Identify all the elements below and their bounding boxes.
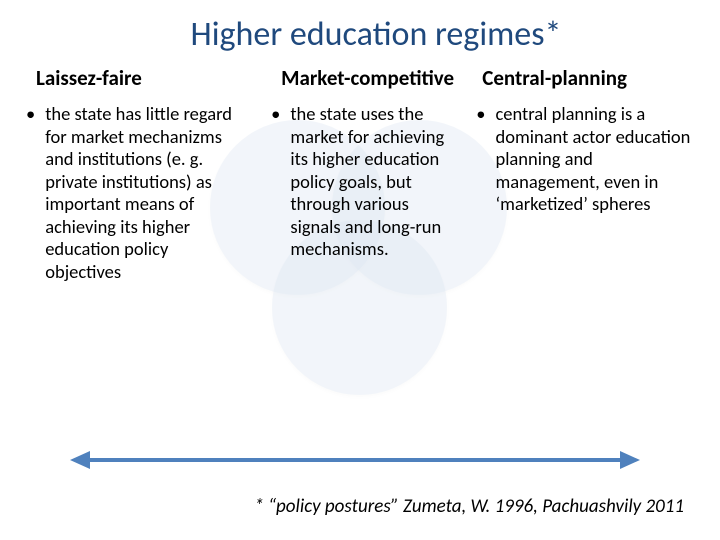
bullet-text-left: the state has little regard for market m… <box>45 103 242 284</box>
slide: Higher education regimes* Laissez-faire … <box>0 0 720 540</box>
bullet-dot-icon: • <box>476 103 485 126</box>
column-market-competitive: Market-competitive • the state uses the … <box>245 65 467 284</box>
footnote: * “policy postures” Zumeta, W. 1996, Pac… <box>120 495 684 518</box>
column-header-left: Laissez-faire <box>36 65 242 91</box>
column-header-center: Market-competitive <box>281 65 463 91</box>
double-arrow-icon <box>70 448 640 472</box>
bullet-dot-icon: • <box>26 103 35 126</box>
columns-container: Laissez-faire • the state has little reg… <box>20 65 700 284</box>
page-title: Higher education regimes* <box>52 14 700 55</box>
bullet-dot-icon: • <box>271 103 280 126</box>
double-arrow <box>70 448 640 472</box>
bullet-item-left: • the state has little regard for market… <box>26 103 242 284</box>
column-laissez-faire: Laissez-faire • the state has little reg… <box>20 65 242 284</box>
bullet-text-center: the state uses the market for achieving … <box>290 103 463 261</box>
bullet-item-center: • the state uses the market for achievin… <box>249 103 463 261</box>
column-central-planning: Central-planning • central planning is a… <box>470 65 692 284</box>
bullet-text-right: central planning is a dominant actor edu… <box>495 103 692 216</box>
column-header-right: Central-planning <box>482 65 692 91</box>
bullet-item-right: • central planning is a dominant actor e… <box>474 103 692 216</box>
